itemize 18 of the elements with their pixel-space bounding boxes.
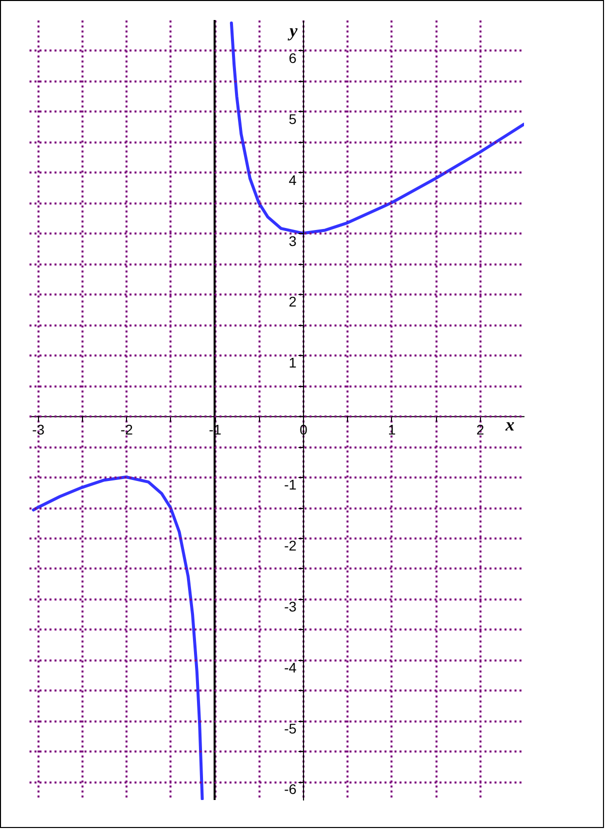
x-tick-label: 1 — [388, 422, 396, 438]
y-tick-label: 4 — [288, 172, 297, 188]
y-tick-label: -2 — [284, 537, 297, 554]
y-tick-label: -4 — [284, 659, 297, 676]
x-tick-label: 2 — [476, 422, 484, 438]
y-tick-label: -5 — [284, 720, 297, 736]
y-tick-label: 1 — [288, 354, 297, 371]
x-tick-label: -2 — [120, 422, 134, 438]
y-tick-label: -6 — [284, 781, 297, 798]
y-tick-label: -1 — [284, 476, 297, 493]
y-tick-label: 5 — [288, 110, 297, 127]
y-tick-label: 2 — [288, 294, 297, 310]
y-tick-label: 6 — [288, 50, 297, 66]
y-tick-label: 3 — [288, 232, 297, 249]
y-tick-label: -3 — [284, 598, 297, 614]
y-axis-title: y — [288, 20, 299, 40]
x-axis-title: x — [504, 414, 514, 435]
x-tick-label: -3 — [32, 422, 45, 438]
